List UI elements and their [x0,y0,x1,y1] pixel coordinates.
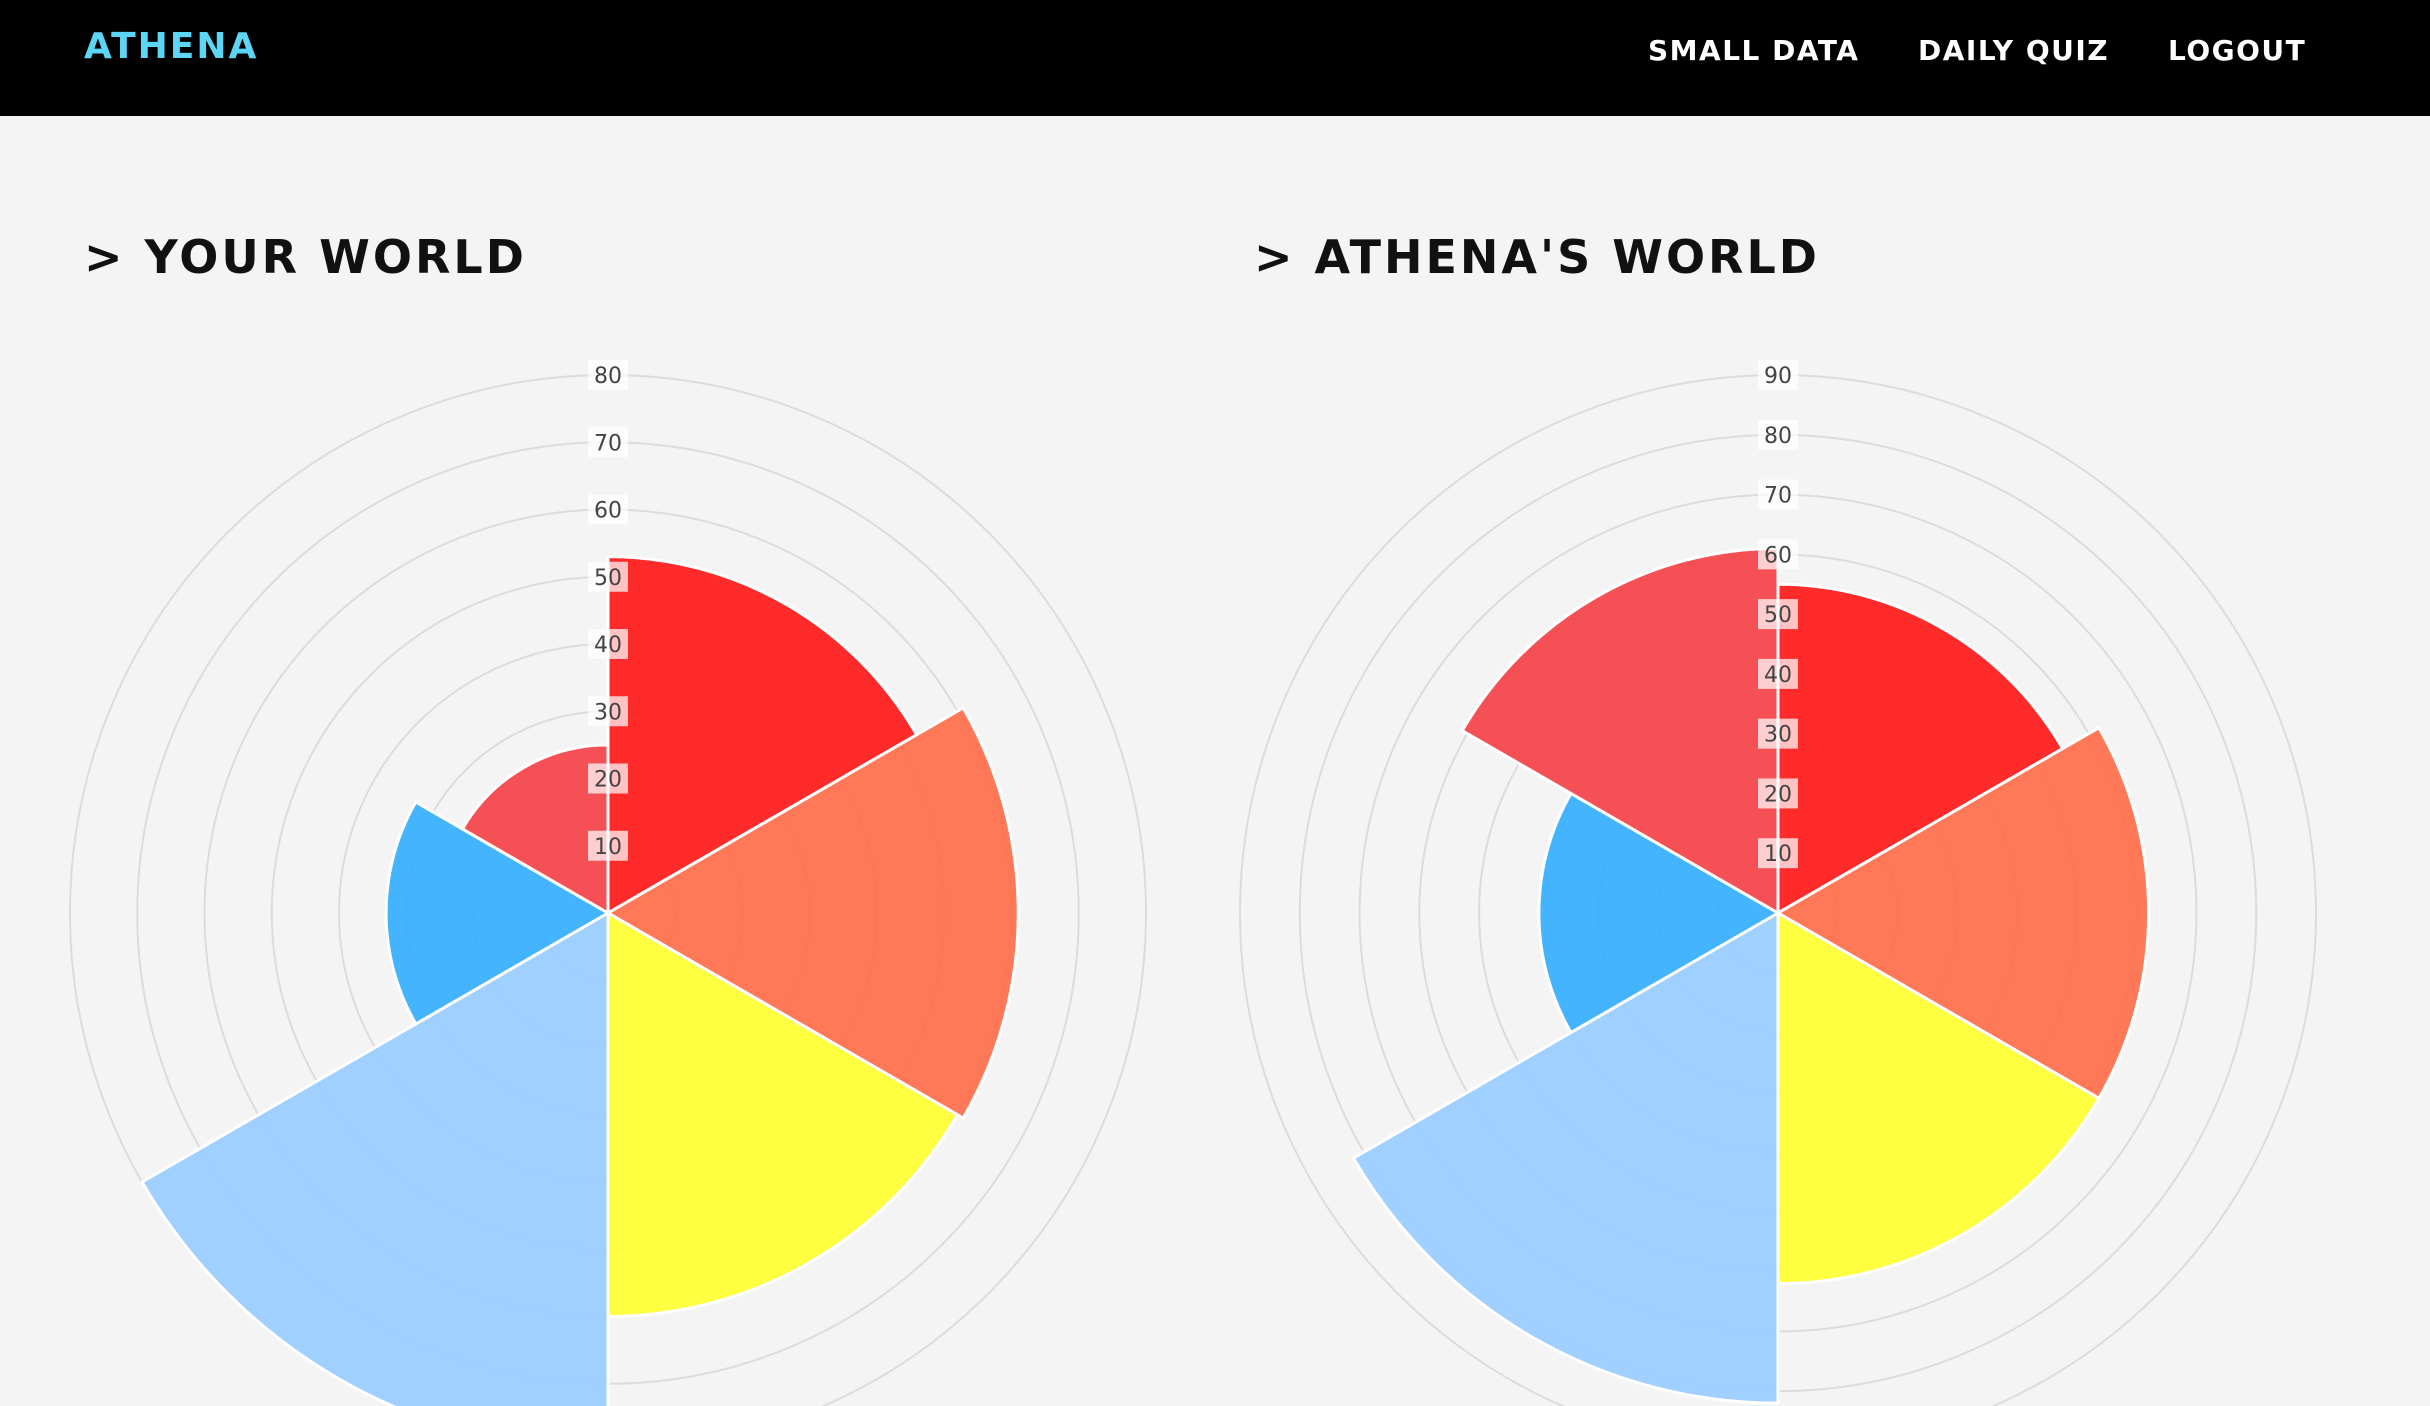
nav-logout[interactable]: LOGOUT [2168,34,2307,67]
svg-text:10: 10 [1764,842,1792,867]
athenas-world-tick-label: 40 [1758,658,1798,689]
svg-text:90: 90 [1764,364,1792,389]
your-world-tick-label: 30 [588,696,628,727]
your-world-chart: 10 20 30 40 50 60 70 80 [69,360,1147,1406]
your-world-tick-label: 50 [588,561,628,592]
your-world-slice-3[interactable] [606,910,960,1319]
athenas-world-slice-5[interactable] [1537,791,1781,1035]
your-world-tick-label: 10 [588,830,628,861]
brand-logo[interactable]: ATHENA [84,26,259,67]
athenas-world-tick-label: 50 [1758,599,1798,630]
svg-text:20: 20 [1764,782,1792,807]
your-world-slice-4[interactable] [140,910,610,1406]
athenas-world-slice-1[interactable] [1776,582,2065,916]
your-world-slice-6[interactable] [460,743,610,916]
your-world-slice-1[interactable] [606,555,919,916]
svg-text:20: 20 [594,768,622,793]
svg-text:40: 40 [1764,663,1792,688]
athenas-world-tick-label: 60 [1758,539,1798,570]
athenas-world-tick-label: 30 [1758,718,1798,749]
athenas-world-slice-6[interactable] [1460,546,1780,916]
athenas-world-chart: 10 20 30 40 50 60 70 80 90 [1239,360,2317,1406]
your-world-tick-label: 60 [588,494,628,525]
your-world-slice-5[interactable] [384,799,612,1027]
svg-text:30: 30 [594,700,622,725]
svg-text:60: 60 [594,499,622,524]
athenas-world-tick-label: 90 [1758,360,1798,390]
athenas-world-tick-label: 80 [1758,419,1798,450]
svg-text:40: 40 [594,633,622,658]
athenas-world-slice-4[interactable] [1351,910,1780,1405]
athenas-world-title: > ATHENA'S WORLD [1254,230,1820,284]
svg-text:50: 50 [1764,603,1792,628]
athenas-world-tick-label: 20 [1758,778,1798,809]
your-world-tick-label: 20 [588,763,628,794]
athenas-world-slice-3[interactable] [1776,910,2102,1286]
top-navbar: ATHENA SMALL DATA DAILY QUIZ LOGOUT [0,0,2430,116]
athenas-world-tick-label: 10 [1758,838,1798,869]
svg-text:50: 50 [594,566,622,591]
your-world-tick-label: 80 [588,360,628,390]
athenas-world-tick-label: 70 [1758,479,1798,510]
your-world-tick-label: 70 [588,427,628,458]
svg-text:60: 60 [1764,543,1792,568]
athenas-world-slice-2[interactable] [1775,725,2151,1101]
svg-text:70: 70 [594,431,622,456]
svg-text:70: 70 [1764,484,1792,509]
svg-text:80: 80 [594,364,622,389]
your-world-title: > YOUR WORLD [84,230,527,284]
svg-text:80: 80 [1764,424,1792,449]
nav-daily-quiz[interactable]: DAILY QUIZ [1918,34,2110,67]
svg-text:10: 10 [594,835,622,860]
your-world-slice-2[interactable] [604,705,1020,1121]
nav-small-data[interactable]: SMALL DATA [1648,34,1860,67]
svg-text:30: 30 [1764,723,1792,748]
your-world-tick-label: 40 [588,629,628,659]
